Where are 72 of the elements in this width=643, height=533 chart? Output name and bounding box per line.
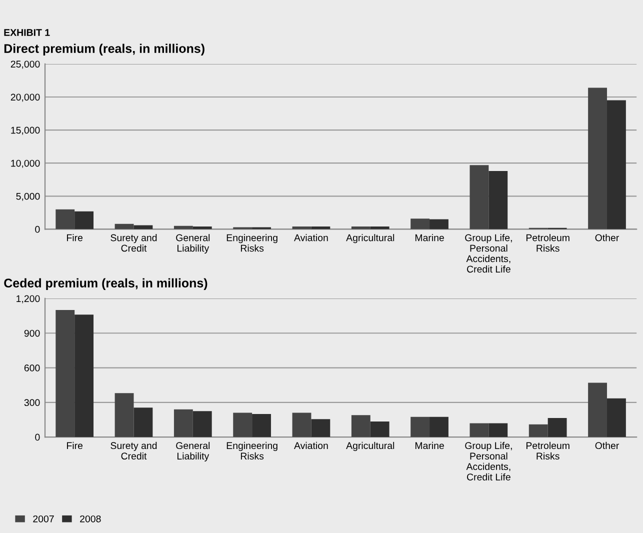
- bar: [470, 165, 489, 230]
- y-tick-label: 1,200: [16, 295, 40, 304]
- x-tick-label: Other: [595, 442, 619, 450]
- x-tick-label: Fire: [67, 234, 83, 242]
- bar: [351, 226, 370, 230]
- bar: [292, 412, 312, 438]
- x-tick-label: Group Life, Personal Accidents, Credit Life: [465, 442, 512, 480]
- x-tick-label: Agricultural: [346, 234, 394, 244]
- bar: [430, 219, 448, 230]
- legend-label: 2007: [33, 515, 54, 522]
- bar: [606, 398, 626, 438]
- y-tick-label: 10,000: [11, 160, 40, 168]
- text: EXHIBIT 1: [4, 29, 50, 36]
- bar: [114, 393, 134, 438]
- bar: [370, 226, 390, 230]
- bar: [548, 418, 567, 438]
- x-tick-label: Group Life, Personal Accidents, Credit Life: [465, 234, 512, 273]
- x-tick-label: Other: [595, 234, 619, 242]
- bar: [134, 225, 153, 230]
- bar: [311, 226, 330, 230]
- legend-label: 2008: [80, 515, 101, 522]
- y-tick-label: 600: [24, 364, 40, 372]
- x-tick-label: Engineering Risks: [226, 234, 278, 252]
- bar: [292, 226, 312, 230]
- bar: [488, 423, 508, 438]
- x-tick-label: General Liability: [176, 442, 210, 462]
- chart-title: Ceded premium (reals, in millions): [4, 278, 208, 290]
- bar: [174, 226, 193, 230]
- bar: [488, 171, 508, 230]
- bar: [56, 310, 75, 438]
- x-tick-label: Surety and Credit: [110, 442, 157, 460]
- bar: [351, 415, 370, 438]
- bar: [233, 412, 252, 438]
- y-tick-label: 0: [35, 434, 40, 441]
- bar: [588, 382, 607, 438]
- y-tick-label: 300: [24, 399, 40, 406]
- x-tick-label: Agricultural: [346, 442, 394, 451]
- x-tick-label: General Liability: [176, 234, 210, 254]
- x-tick-label: Aviation: [294, 234, 328, 242]
- bar: [56, 209, 75, 230]
- x-tick-label: Petroleum Risks: [526, 234, 570, 252]
- bar: [606, 100, 626, 230]
- bar: [114, 224, 134, 230]
- bar: [410, 218, 430, 230]
- bar: [311, 419, 330, 438]
- y-tick-label: 900: [24, 330, 40, 337]
- bar: [134, 408, 153, 438]
- bar: [528, 424, 548, 438]
- y-tick-label: 0: [35, 226, 40, 233]
- bar: [588, 88, 607, 230]
- x-tick-label: Marine: [415, 442, 444, 450]
- y-tick-label: 5,000: [16, 192, 40, 201]
- y-tick-label: 20,000: [10, 94, 40, 102]
- bar: [74, 314, 94, 438]
- bar: [192, 226, 212, 230]
- bar: [370, 421, 390, 438]
- y-tick-label: 25,000: [10, 60, 40, 69]
- x-tick-label: Petroleum Risks: [526, 442, 570, 460]
- bar: [430, 416, 448, 438]
- x-tick-label: Surety and Credit: [110, 234, 157, 252]
- bar: [470, 423, 489, 438]
- y-tick-label: 15,000: [11, 126, 40, 135]
- x-tick-label: Marine: [415, 234, 444, 242]
- bar: [192, 411, 212, 438]
- bar: [174, 409, 193, 438]
- chart-title: Direct premium (reals, in millions): [4, 44, 204, 56]
- bar: [74, 211, 94, 230]
- x-tick-label: Engineering Risks: [226, 442, 278, 460]
- bar: [410, 416, 430, 438]
- x-tick-label: Fire: [67, 442, 83, 450]
- x-tick-label: Aviation: [294, 442, 328, 450]
- bar: [252, 414, 271, 438]
